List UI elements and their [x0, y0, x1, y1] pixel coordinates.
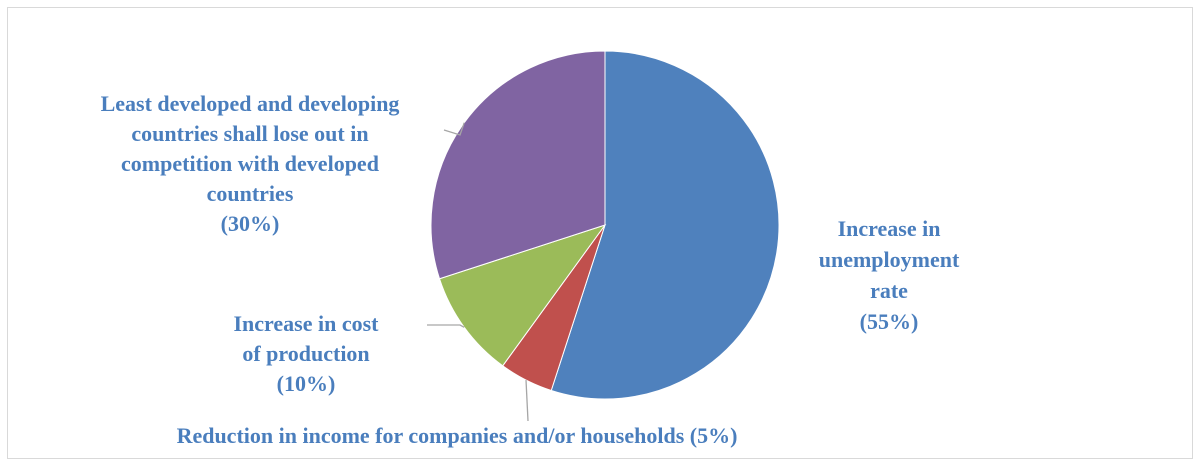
slice-label-2: Increase in cost of production (10%): [233, 311, 379, 396]
leader-line-2: [427, 324, 465, 328]
slice-label-0: Increase in unemployment rate (55%): [819, 216, 960, 334]
pie-slice-3: [430, 50, 606, 280]
slice-label-3: Least developed and developing countries …: [101, 91, 400, 236]
leader-line-1: [525, 380, 529, 422]
leader-line-3: [443, 122, 465, 136]
pie-slice-0: [550, 50, 780, 400]
slice-label-1: Reduction in income for companies and/or…: [177, 423, 738, 448]
